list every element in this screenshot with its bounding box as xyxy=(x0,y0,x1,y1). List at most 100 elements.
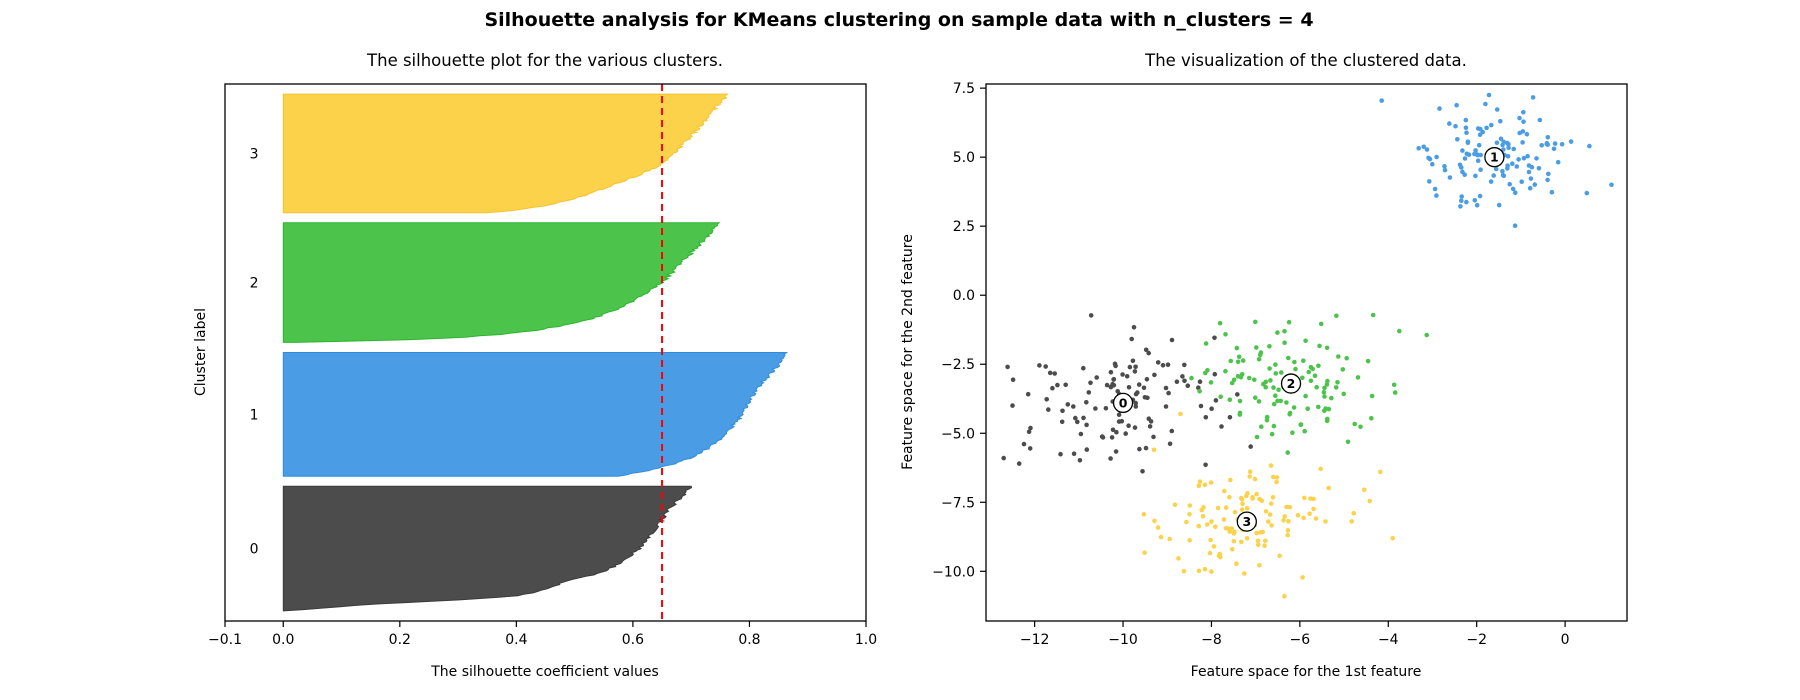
data-point xyxy=(1025,391,1031,397)
data-point xyxy=(1300,375,1305,381)
data-point xyxy=(1268,463,1274,468)
data-point xyxy=(1459,198,1464,204)
data-point xyxy=(1323,519,1328,524)
data-point xyxy=(1510,186,1516,192)
data-point xyxy=(1211,544,1217,549)
data-point xyxy=(1275,330,1280,335)
data-point xyxy=(1475,158,1481,163)
data-point xyxy=(1263,538,1268,544)
data-point xyxy=(1501,147,1506,152)
data-point xyxy=(1131,325,1137,330)
scatter-cluster-1 xyxy=(1379,92,1614,228)
data-point xyxy=(1169,337,1175,343)
data-point xyxy=(1254,491,1259,497)
data-point xyxy=(1473,173,1478,179)
y-tick-label: 2.5 xyxy=(953,219,975,235)
data-point xyxy=(1521,155,1527,161)
data-point xyxy=(1516,157,1521,162)
scatter-y-ticks: 7.5 5.0 2.5 0.0 −2.5 −5.0 −7.5 −10.0 xyxy=(932,81,986,580)
data-point xyxy=(1333,385,1339,390)
data-point xyxy=(1135,390,1140,395)
data-point xyxy=(1273,362,1278,367)
data-point xyxy=(1065,402,1071,407)
data-point xyxy=(1208,480,1214,485)
data-point xyxy=(1464,130,1469,135)
data-point xyxy=(1447,175,1453,180)
data-point xyxy=(1494,140,1500,146)
data-point xyxy=(1222,488,1227,494)
data-point xyxy=(1242,571,1247,576)
x-tick-label: −6 xyxy=(1290,632,1311,648)
data-point xyxy=(1271,385,1276,390)
data-point xyxy=(1100,435,1106,440)
scatter-xlabel: Feature space for the 1st feature xyxy=(1191,664,1422,680)
data-point xyxy=(1120,372,1125,377)
data-point xyxy=(1545,142,1550,147)
data-point xyxy=(1530,95,1536,100)
data-point xyxy=(1506,145,1511,151)
data-point xyxy=(1532,182,1538,187)
x-tick-label: 0.0 xyxy=(272,632,294,648)
data-point xyxy=(1108,384,1114,390)
data-point xyxy=(1010,377,1016,383)
x-tick-label: 0 xyxy=(1561,632,1570,648)
data-point xyxy=(1247,469,1253,475)
data-point xyxy=(1205,368,1210,373)
data-point xyxy=(1427,179,1432,184)
data-point xyxy=(1432,186,1438,192)
data-point xyxy=(1494,107,1500,112)
data-point xyxy=(1248,444,1253,449)
data-point xyxy=(1453,124,1458,129)
data-point xyxy=(1240,358,1246,363)
cluster-band-label-0: 0 xyxy=(250,542,259,558)
data-point xyxy=(1197,379,1203,385)
data-point xyxy=(1113,363,1118,369)
data-point xyxy=(1189,375,1194,381)
data-point xyxy=(1273,371,1279,376)
data-point xyxy=(1524,131,1530,137)
data-point xyxy=(1223,368,1228,374)
data-point xyxy=(1250,496,1255,501)
data-point xyxy=(1108,456,1113,461)
data-point xyxy=(1239,507,1245,512)
data-point xyxy=(1473,148,1478,153)
data-point xyxy=(1391,382,1397,388)
data-point xyxy=(1505,166,1510,171)
data-point xyxy=(1127,364,1133,370)
data-point xyxy=(1349,519,1354,524)
data-point xyxy=(1108,369,1114,375)
data-point xyxy=(1071,404,1076,409)
data-point xyxy=(1568,139,1574,144)
data-point xyxy=(1219,424,1224,429)
data-point xyxy=(1311,506,1316,512)
scatter-subplot: The visualization of the clustered data.… xyxy=(900,51,1628,680)
data-point xyxy=(1180,374,1185,379)
data-point xyxy=(1254,530,1259,536)
data-point xyxy=(1424,332,1429,338)
data-point xyxy=(1462,156,1468,161)
data-point xyxy=(1559,142,1565,147)
data-point xyxy=(1228,358,1234,364)
data-point xyxy=(1126,423,1131,429)
x-tick-label: 0.8 xyxy=(738,632,760,648)
data-point xyxy=(1218,554,1223,560)
data-point xyxy=(1442,167,1448,173)
data-point xyxy=(1527,185,1533,191)
data-point xyxy=(1325,416,1330,422)
data-point xyxy=(1477,193,1483,199)
data-point xyxy=(1293,366,1298,372)
data-point xyxy=(1263,379,1269,385)
data-point xyxy=(1055,382,1060,388)
silhouette-ylabel: Cluster label xyxy=(193,308,209,396)
data-point xyxy=(1234,345,1240,351)
data-point xyxy=(1197,388,1202,394)
data-point xyxy=(1365,358,1371,364)
cluster-center-circle-0 xyxy=(1112,392,1134,414)
y-tick-label: −7.5 xyxy=(941,495,975,511)
data-point xyxy=(1326,485,1331,491)
data-point xyxy=(1496,202,1502,208)
data-point xyxy=(1536,166,1542,171)
data-point xyxy=(1268,378,1273,383)
